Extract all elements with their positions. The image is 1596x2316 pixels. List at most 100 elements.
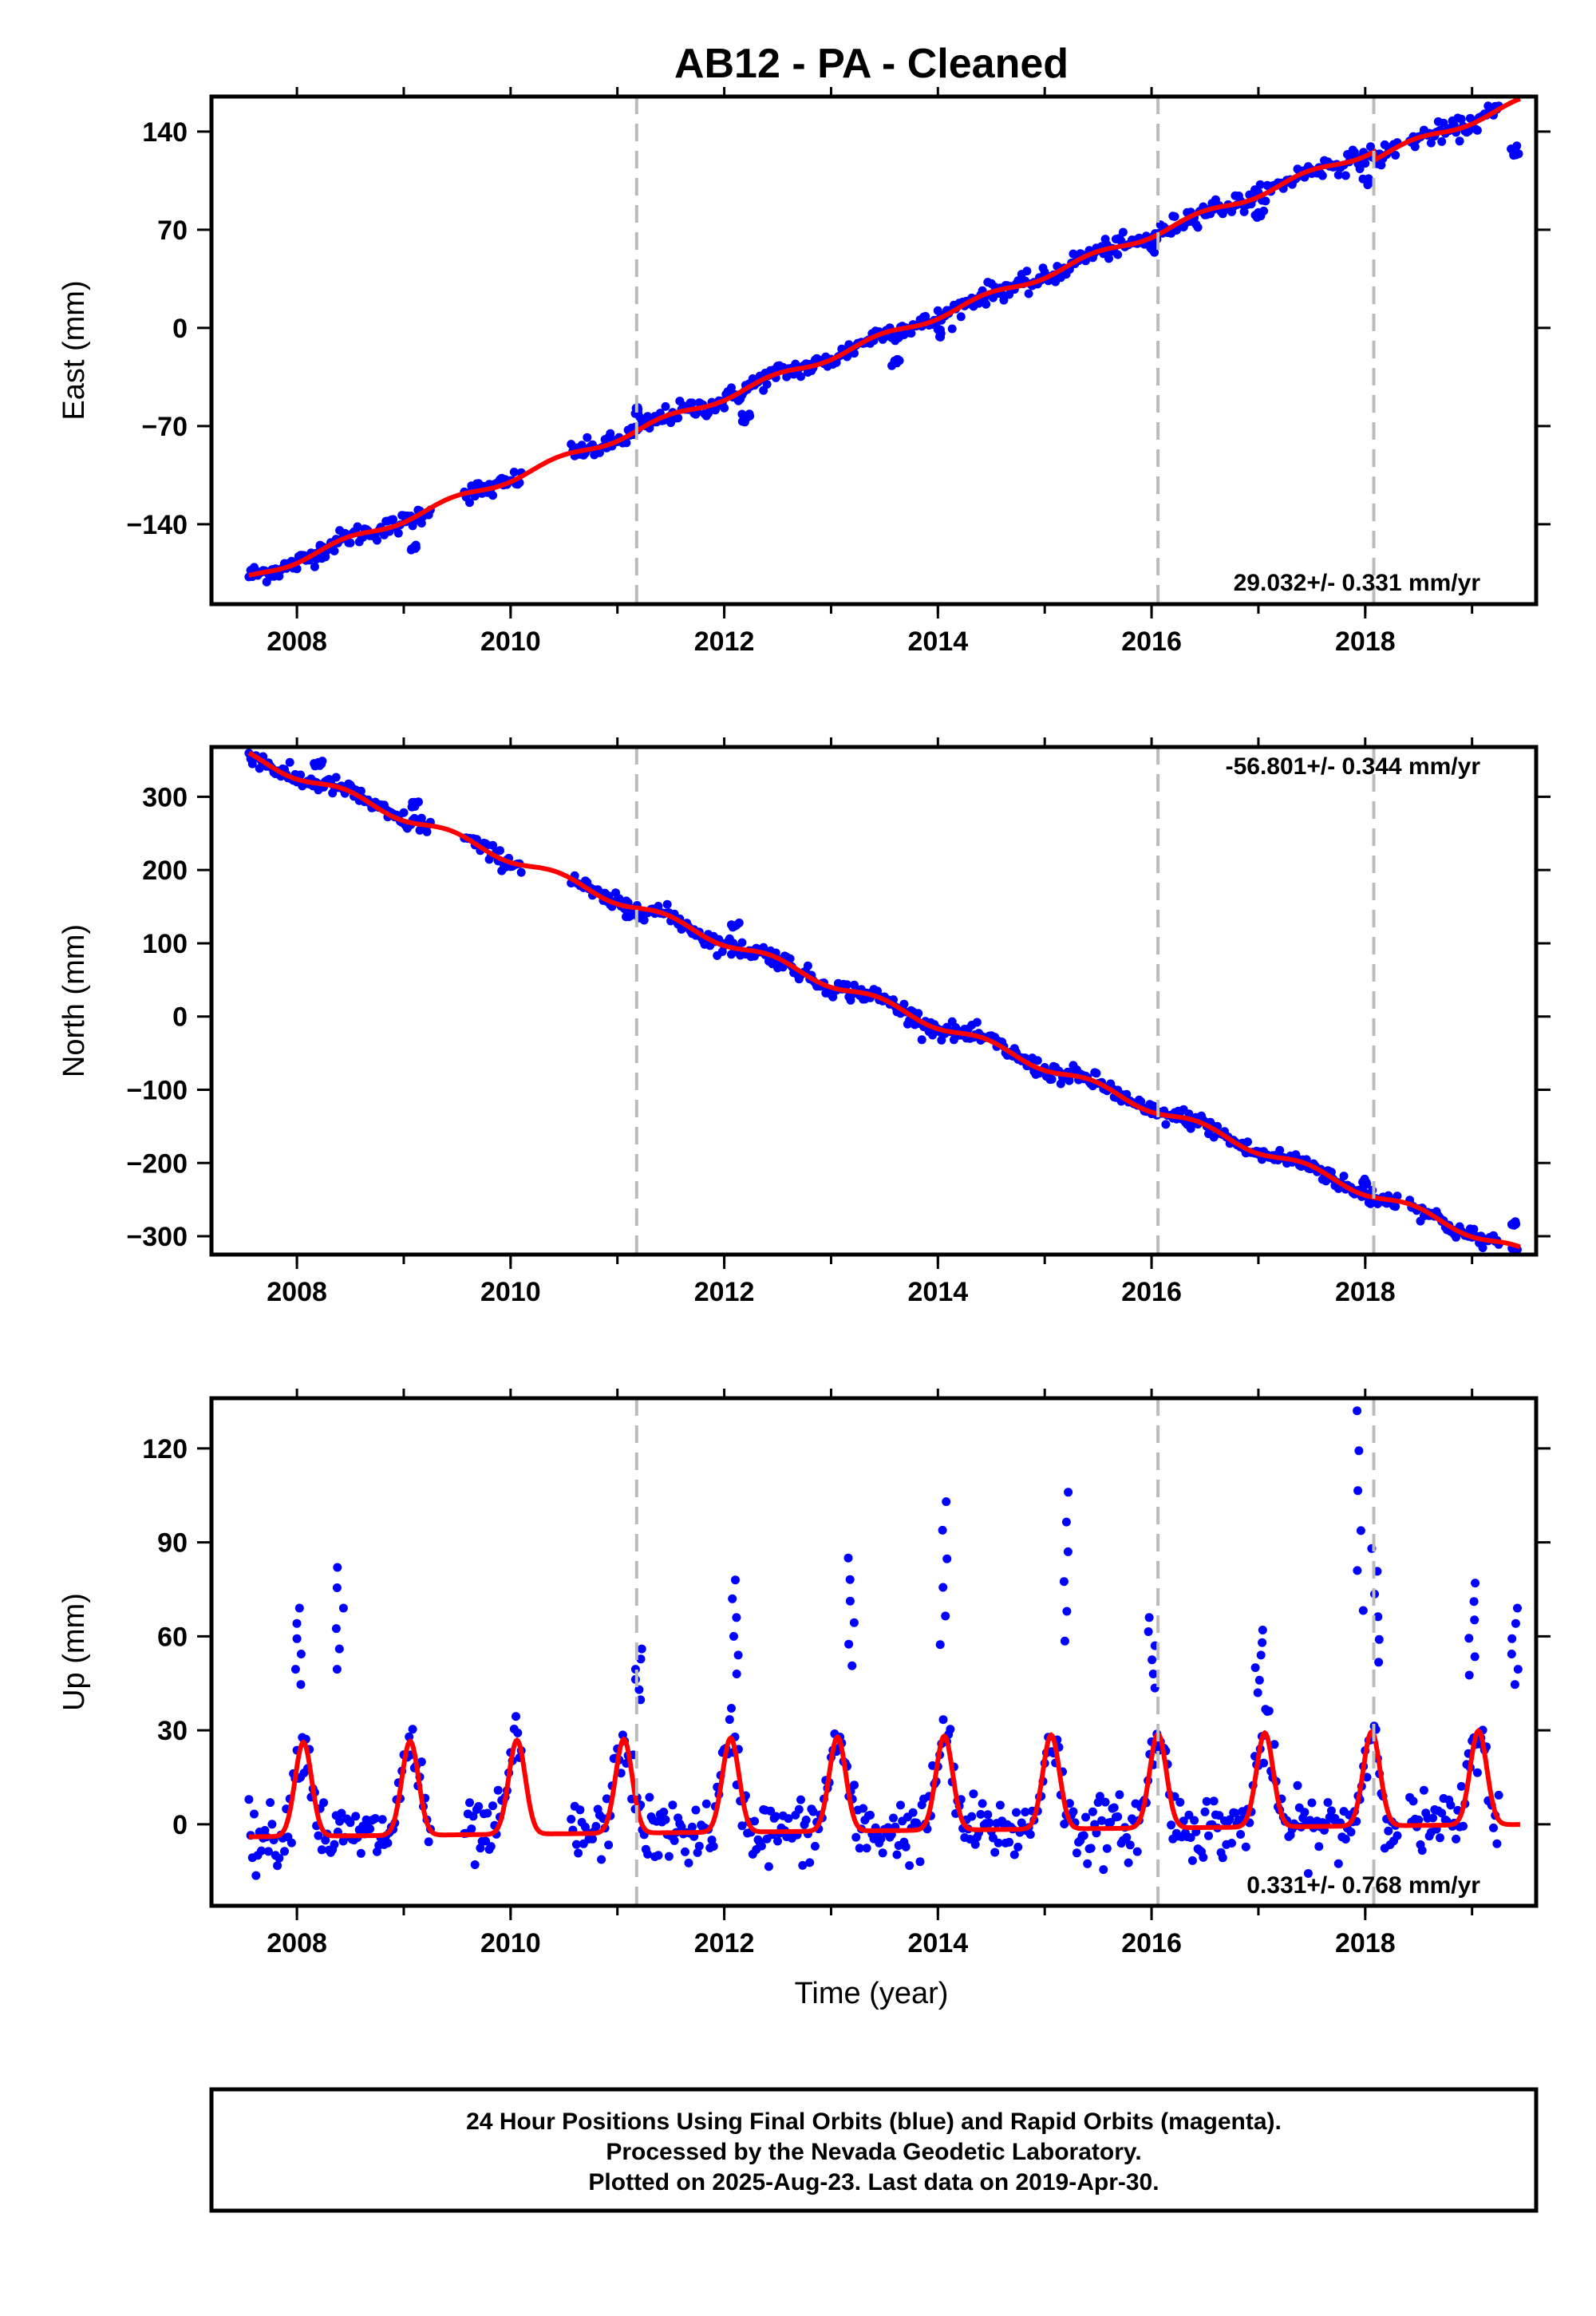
data-point: [901, 1842, 911, 1852]
data-point: [624, 912, 634, 922]
data-point: [346, 538, 355, 547]
data-point: [1193, 223, 1203, 232]
data-point: [1513, 1665, 1523, 1674]
data-point: [946, 1725, 955, 1734]
data-point: [1377, 160, 1386, 170]
data-point: [516, 868, 526, 877]
data-point: [1470, 1652, 1479, 1662]
data-point: [810, 1841, 820, 1851]
data-point: [513, 1728, 523, 1737]
data-point: [729, 1631, 738, 1641]
data-point: [604, 1840, 614, 1850]
data-point: [296, 1650, 306, 1658]
model-fit-line: [248, 1728, 1520, 1840]
data-point: [1118, 227, 1128, 237]
data-point: [1258, 1638, 1267, 1647]
data-point: [803, 961, 812, 970]
data-point: [1419, 1785, 1428, 1795]
data-point: [1241, 1842, 1250, 1852]
data-point: [468, 1812, 478, 1821]
data-point: [331, 1624, 341, 1634]
data-point: [353, 522, 362, 532]
data-point: [422, 827, 432, 836]
x-tick-label: 2014: [908, 626, 969, 657]
data-point: [280, 1847, 289, 1856]
y-tick-label: 0: [172, 1810, 188, 1840]
y-tick-label: 200: [142, 856, 188, 886]
east-model-fit: [248, 96, 1521, 578]
data-point: [677, 1822, 686, 1832]
data-point: [636, 1654, 646, 1664]
data-point: [509, 468, 519, 476]
data-point: [512, 1712, 520, 1721]
data-point: [1170, 211, 1179, 221]
data-point: [938, 1583, 948, 1592]
data-point: [1507, 1634, 1517, 1643]
y-tick-label: 0: [172, 314, 188, 344]
data-point: [470, 1860, 480, 1869]
data-point: [1307, 1798, 1317, 1808]
east-ticks: 2008 2010 2012 2014 2016 2018 140 70 0 −70 −140: [126, 87, 1551, 657]
x-tick-label: 2012: [694, 626, 755, 657]
data-point: [247, 759, 257, 769]
data-point: [1069, 1807, 1078, 1816]
x-tick-label: 2008: [267, 626, 327, 657]
data-point: [1346, 1828, 1356, 1837]
data-point: [737, 409, 747, 419]
y-tick-label: 120: [142, 1434, 188, 1464]
data-point: [1259, 1758, 1269, 1768]
data-point: [1366, 142, 1375, 152]
data-point: [1391, 1202, 1400, 1211]
y-tick-label: −200: [126, 1148, 188, 1179]
data-point: [737, 1821, 747, 1831]
east-data-points: [244, 101, 1523, 587]
footer-line-2: Processed by the Nevada Geodetic Laborat…: [606, 2139, 1141, 2165]
up-panel: 2008 2010 2012 2014 2016 2018 120 90 60 30 0 Up (m…: [57, 1389, 1551, 2010]
data-point: [1167, 1820, 1176, 1830]
data-point: [762, 380, 772, 389]
data-point: [1391, 151, 1400, 160]
data-point: [1097, 1816, 1107, 1825]
data-point: [606, 429, 615, 438]
data-point: [843, 980, 851, 990]
data-point: [1236, 1830, 1246, 1839]
data-point: [1452, 1834, 1461, 1844]
x-tick-label: 2010: [480, 1277, 541, 1307]
data-point: [969, 1789, 978, 1799]
data-point: [1300, 1808, 1310, 1817]
data-point: [1184, 1810, 1194, 1820]
data-point: [1353, 1486, 1363, 1496]
y-tick-label: 300: [142, 782, 188, 812]
data-point: [1064, 1488, 1073, 1497]
footer-info-box: 24 Hour Positions Using Final Orbits (bl…: [209, 2087, 1539, 2213]
data-point: [1125, 1840, 1135, 1850]
data-point: [351, 1812, 361, 1821]
up-velocity-label: 0.331+/- 0.768 mm/yr: [1246, 1872, 1480, 1899]
data-point: [796, 1795, 805, 1804]
y-tick-label: −100: [126, 1076, 188, 1106]
data-point: [294, 1603, 304, 1613]
x-tick-label: 2016: [1121, 1928, 1182, 1958]
data-point: [1095, 1792, 1104, 1801]
data-point: [798, 1860, 808, 1870]
data-point: [597, 1855, 606, 1864]
data-point: [1106, 1817, 1116, 1827]
data-point: [1492, 1839, 1502, 1848]
data-point: [1256, 211, 1266, 221]
data-point: [1047, 1074, 1057, 1084]
data-point: [317, 1845, 326, 1855]
data-point: [728, 923, 737, 932]
data-point: [687, 398, 697, 408]
data-point: [990, 1848, 1000, 1857]
data-point: [356, 1848, 365, 1858]
data-point: [794, 1804, 804, 1814]
data-point: [643, 1849, 653, 1859]
data-point: [1218, 1853, 1227, 1863]
x-tick-label: 2012: [694, 1277, 755, 1307]
data-point: [1144, 1613, 1154, 1622]
data-point: [1144, 1627, 1153, 1636]
x-tick-label: 2018: [1335, 1277, 1396, 1307]
data-point: [947, 324, 957, 334]
data-point: [661, 1815, 670, 1824]
data-point: [895, 356, 904, 366]
